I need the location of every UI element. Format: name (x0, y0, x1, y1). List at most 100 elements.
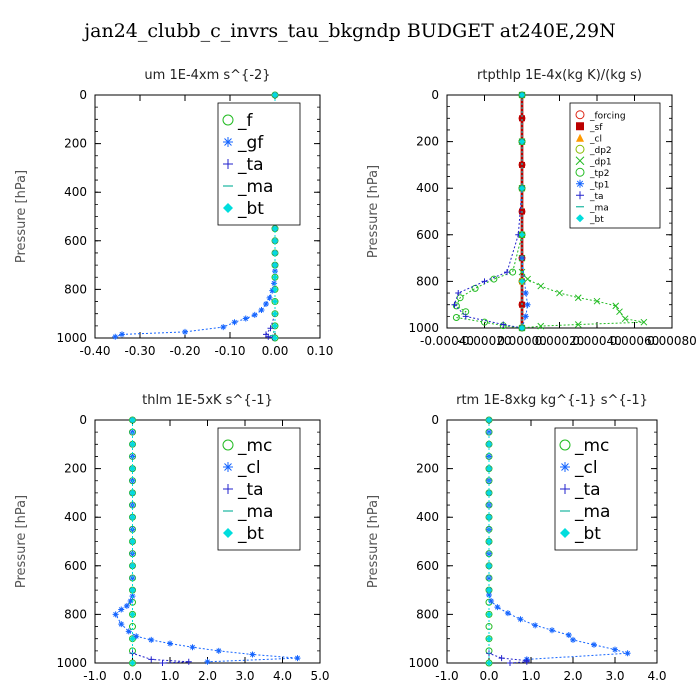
data-point (123, 602, 130, 609)
data-point (272, 322, 278, 329)
data-point (129, 514, 136, 521)
data-point (537, 282, 545, 290)
data-point (494, 604, 501, 611)
legend-marker (575, 156, 585, 166)
data-point (519, 231, 525, 238)
legend-entry: _mc (574, 436, 609, 456)
data-point (519, 92, 525, 98)
x-tick-label: -0.40 (79, 344, 110, 358)
x-tick-label: -0.10 (214, 344, 245, 358)
data-point (129, 489, 136, 496)
panel-title: rtpthlp 1E-4x(kg K)/(kg s) (477, 68, 642, 83)
data-point (182, 328, 188, 335)
data-point (455, 290, 462, 297)
legend-marker (222, 439, 234, 451)
data-point (621, 315, 629, 323)
data-point (565, 632, 572, 639)
data-point (215, 647, 222, 654)
y-tick-label: 400 (64, 510, 87, 524)
data-point (127, 598, 134, 605)
data-point (486, 465, 492, 472)
data-point (624, 650, 631, 657)
data-point (498, 655, 505, 662)
x-tick-label: 0.00000 (497, 334, 547, 348)
x-tick-label: 0.00020 (535, 334, 585, 348)
y-axis-label: Pressure [hPa] (366, 495, 381, 588)
legend-marker (223, 159, 233, 169)
data-point (129, 562, 136, 569)
legend-entry: _bt (589, 215, 604, 225)
data-point (486, 514, 492, 521)
y-tick-label: 400 (64, 185, 87, 199)
y-tick-label: 0 (431, 88, 439, 102)
y-tick-label: 800 (64, 282, 87, 296)
series-line (488, 420, 528, 664)
y-tick-label: 600 (416, 559, 439, 573)
data-point (486, 660, 492, 666)
x-tick-label: 1.0 (160, 669, 179, 683)
legend-entry: _bt (237, 199, 264, 219)
y-axis-label: Pressure [hPa] (366, 165, 381, 258)
y-tick-label: 1000 (408, 656, 439, 670)
series-bt (486, 417, 492, 666)
legend: _mc_cl_ta_ma_bt (554, 427, 638, 551)
x-tick-label: 2.0 (563, 669, 582, 683)
legend-entry: _bt (574, 524, 601, 544)
data-point (272, 310, 278, 317)
data-point (612, 302, 620, 310)
legend-marker (575, 167, 585, 177)
x-tick-label: 0.00080 (647, 334, 697, 348)
x-tick-label: 0.00 (262, 344, 289, 358)
data-point (549, 627, 555, 634)
x-tick-label: 3.0 (235, 669, 254, 683)
legend-entry: _f (237, 111, 254, 131)
data-point (148, 636, 155, 643)
data-point (486, 635, 492, 642)
data-point (524, 301, 531, 308)
legend-entry: _mc (237, 436, 272, 456)
data-point (266, 294, 273, 301)
data-point (129, 611, 136, 618)
data-point (220, 324, 227, 331)
series-bt (519, 92, 525, 331)
data-point (504, 610, 511, 617)
data-point (462, 313, 469, 320)
data-point (537, 322, 545, 330)
legend-entry: _ma (574, 502, 610, 522)
data-point (269, 287, 276, 294)
legend-entry: _ma (237, 502, 273, 522)
legend-entry: _cl (237, 458, 261, 478)
legend-entry: _forcing (589, 111, 626, 121)
data-point (129, 660, 136, 666)
data-point (517, 616, 524, 623)
legend-entry: _tp1 (589, 180, 609, 190)
data-point (486, 538, 492, 545)
legend-marker (576, 191, 584, 200)
y-tick-label: 400 (416, 510, 439, 524)
data-point (112, 611, 119, 618)
legend-entry: _ma (237, 177, 273, 197)
legend-entry: _ta (589, 192, 604, 202)
legend-entry: _gf (237, 133, 264, 153)
legend-marker (560, 528, 570, 538)
x-tick-label: -1.0 (83, 669, 106, 683)
data-point (522, 313, 529, 320)
x-tick-label: -0.00040 (420, 334, 474, 348)
legend: _mc_cl_ta_ma_bt (217, 427, 301, 551)
y-tick-label: 200 (64, 462, 87, 476)
x-tick-label: 0.10 (307, 344, 334, 358)
data-point (481, 278, 488, 285)
data-point (251, 311, 258, 318)
data-point (272, 225, 278, 232)
data-point (272, 237, 278, 244)
data-point (129, 635, 136, 642)
data-point (612, 646, 618, 653)
y-tick-label: 200 (416, 135, 439, 149)
x-tick-label: -0.00020 (458, 334, 512, 348)
legend-marker (223, 203, 233, 213)
x-tick-label: -1.0 (435, 669, 458, 683)
x-tick-label: 3.0 (605, 669, 624, 683)
data-point (242, 315, 249, 322)
